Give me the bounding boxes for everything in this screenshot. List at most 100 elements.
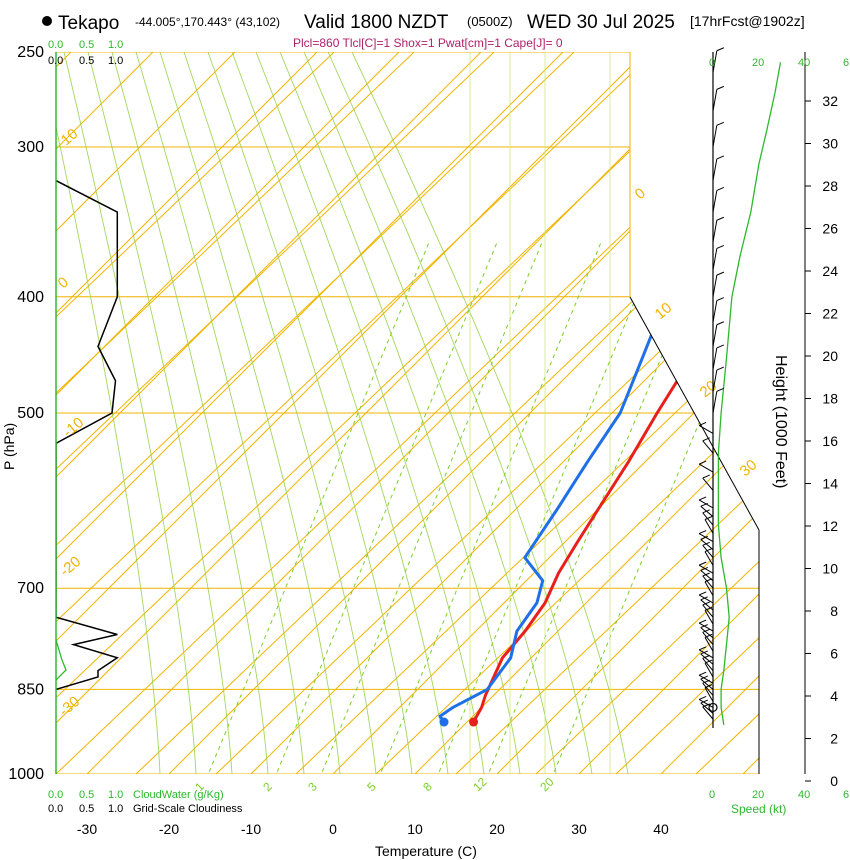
barb-staff <box>704 637 714 652</box>
barb-staff <box>712 89 718 112</box>
barb-staff <box>712 275 718 297</box>
cloudiness-profile <box>56 179 120 691</box>
isotherm--100 <box>56 52 236 232</box>
moist-adiabat-4 <box>135 52 305 774</box>
cloud-top-green-1: 0.5 <box>79 39 94 51</box>
wind-barbs <box>698 47 725 728</box>
isotherm-label-6: -10 <box>60 414 88 441</box>
wind-barb-420 <box>712 297 725 323</box>
speed-bottom-1: 20 <box>752 789 764 801</box>
speed-bottom-2: 40 <box>798 789 810 801</box>
height-tick-22: 22 <box>822 306 838 322</box>
barb-flag <box>702 572 710 577</box>
p-tick-500: 500 <box>17 405 44 422</box>
cloud-bottom-green-2: 1.0 <box>108 789 123 801</box>
barb-flag <box>716 297 725 301</box>
barb-staff <box>712 248 718 271</box>
mixing-ratio-2 <box>320 239 544 774</box>
p-tick-1000: 1000 <box>8 766 44 783</box>
cloud-top-green-0: 0.0 <box>48 39 63 51</box>
barb-staff <box>702 706 714 720</box>
barb-staff <box>704 687 714 702</box>
barb-flag <box>716 155 725 160</box>
barb-staff <box>700 653 714 665</box>
barb-flag <box>716 121 725 126</box>
barb-staff <box>702 658 714 671</box>
plot-boundary <box>629 296 760 531</box>
height-tick-14: 14 <box>822 476 838 492</box>
sounding-params: Plcl=860 Tlcl[C]=1 Shox=1 Pwat[cm]=1 Cap… <box>293 36 563 50</box>
isotherm-20 <box>496 511 759 774</box>
barb-flag <box>700 699 708 704</box>
moist-adiabat-9 <box>255 52 485 774</box>
wind-barb-500 <box>712 387 725 414</box>
wind-barb-630 <box>704 516 714 534</box>
dry-adiabat--6 <box>56 52 335 318</box>
barb-flag <box>700 650 708 655</box>
x-tick-10: 10 <box>407 821 423 837</box>
station-coords: -44.005°,170.443° (43,102) <box>135 15 280 29</box>
mixing-ratio-label-2: 3 <box>305 779 320 794</box>
x-tick-30: 30 <box>571 821 587 837</box>
barb-staff <box>712 369 718 392</box>
barb-flag <box>702 679 710 684</box>
barb-flag <box>716 244 725 249</box>
barb-flag <box>698 561 707 566</box>
wind-barb-770 <box>700 624 714 639</box>
wind-barb-820 <box>702 654 714 671</box>
speed-axis-label: Speed (kt) <box>731 802 786 816</box>
isotherm--40 <box>56 52 728 724</box>
barb-flag <box>716 216 725 221</box>
barb-staff <box>702 477 714 491</box>
barb-staff <box>698 463 714 473</box>
wind-barb-660 <box>702 541 714 558</box>
dry-adiabat--5 <box>56 52 415 394</box>
barb-flag <box>704 684 713 689</box>
wind-barb-680 <box>698 561 714 574</box>
cloudiness-label: Grid-Scale Cloudiness <box>133 803 243 815</box>
x-tick-20: 20 <box>489 821 505 837</box>
speed-line <box>717 62 782 725</box>
barb-flag <box>702 703 710 708</box>
wind-barb-730 <box>700 596 714 611</box>
barb-flag <box>698 591 707 596</box>
wind-barb-260 <box>712 47 725 73</box>
barb-flag <box>700 675 708 680</box>
height-tick-6: 6 <box>830 646 838 662</box>
speed-top-1: 20 <box>752 57 764 69</box>
cloudiness-line <box>56 179 120 691</box>
p-tick-250: 250 <box>17 44 44 61</box>
wind-barb-580 <box>702 474 714 491</box>
height-tick-12: 12 <box>822 518 838 534</box>
dry-adiabat-2 <box>215 256 759 774</box>
wind-barb-810 <box>700 650 714 665</box>
dry-adiabat-6 <box>535 560 759 774</box>
wind-barb-320 <box>712 155 725 181</box>
isotherm-label-8: -30 <box>56 693 84 720</box>
barb-staff <box>704 610 714 625</box>
moist-adiabat-1 <box>63 52 197 774</box>
wind-barb-300 <box>712 121 725 148</box>
barb-staff <box>702 440 714 454</box>
temperature-surface-marker <box>469 717 479 727</box>
barb-staff <box>712 347 718 370</box>
barb-flag <box>698 530 707 535</box>
mixing-ratio-3 <box>379 239 603 774</box>
barb-staff <box>698 674 714 684</box>
x-axis-title: Temperature (C) <box>375 843 477 859</box>
cloud-top-green-2: 1.0 <box>108 39 123 51</box>
barb-staff <box>712 190 718 213</box>
height-tick-10: 10 <box>822 561 838 577</box>
dry-adiabat-1 <box>135 179 759 774</box>
isotherm-label-5: 0 <box>55 274 72 292</box>
wind-barb-460 <box>712 344 725 370</box>
barb-staff <box>702 604 714 618</box>
cloud-top-0: 0.0 <box>48 55 63 67</box>
barb-flag <box>700 502 708 507</box>
barb-staff <box>702 545 714 558</box>
cloud-bottom-green-0: 0.0 <box>48 789 63 801</box>
speed-top-0: 0 <box>709 57 715 69</box>
